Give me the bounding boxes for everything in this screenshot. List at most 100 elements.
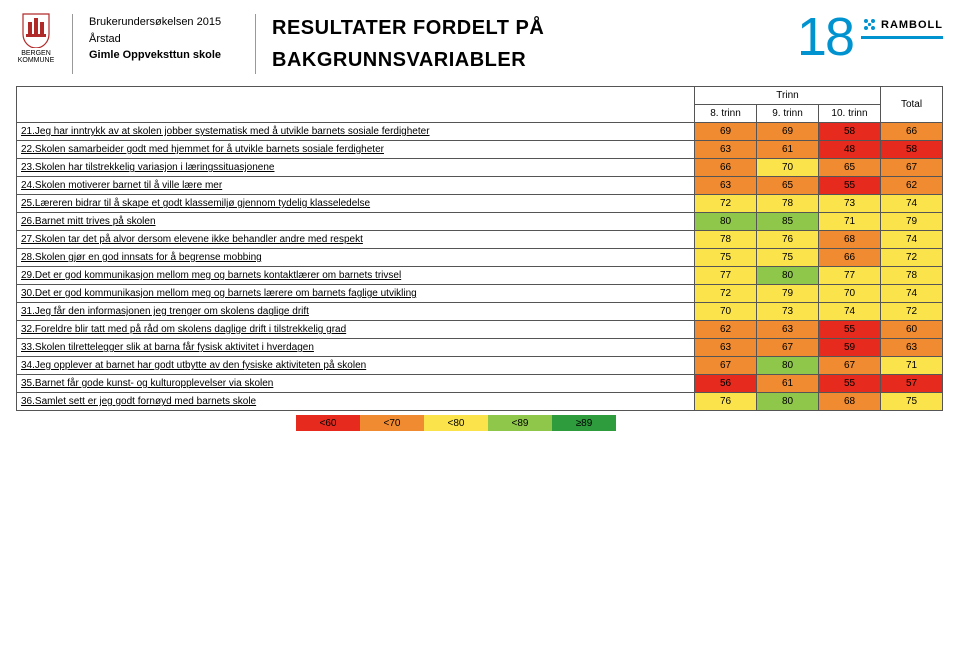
row-label[interactable]: 21.Jeg har inntrykk av at skolen jobber … [17, 123, 695, 141]
cell-value: 74 [881, 195, 943, 213]
cell-value: 80 [695, 213, 757, 231]
cell-value: 75 [881, 393, 943, 411]
table-row: 26.Barnet mitt trives på skolen80857179 [17, 213, 943, 231]
cell-value: 67 [881, 159, 943, 177]
row-label[interactable]: 30.Det er god kommunikasjon mellom meg o… [17, 285, 695, 303]
row-label[interactable]: 28.Skolen gjør en god innsats for å begr… [17, 249, 695, 267]
table-row: 32.Foreldre blir tatt med på råd om skol… [17, 321, 943, 339]
col-total: Total [881, 87, 943, 123]
row-label[interactable]: 33.Skolen tilrettelegger slik at barna f… [17, 339, 695, 357]
cell-value: 80 [757, 357, 819, 375]
municipality-logo: BERGEN KOMMUNE [16, 12, 56, 64]
row-label[interactable]: 32.Foreldre blir tatt med på råd om skol… [17, 321, 695, 339]
table-row: 24.Skolen motiverer barnet til å ville l… [17, 177, 943, 195]
cell-value: 74 [881, 285, 943, 303]
row-label[interactable]: 31.Jeg får den informasjonen jeg trenger… [17, 303, 695, 321]
cell-value: 67 [695, 357, 757, 375]
cell-value: 85 [757, 213, 819, 231]
cell-value: 72 [695, 195, 757, 213]
cell-value: 76 [695, 393, 757, 411]
cell-value: 71 [881, 357, 943, 375]
row-label[interactable]: 26.Barnet mitt trives på skolen [17, 213, 695, 231]
row-label[interactable]: 24.Skolen motiverer barnet til å ville l… [17, 177, 695, 195]
cell-value: 63 [695, 177, 757, 195]
cell-value: 63 [757, 321, 819, 339]
crest-icon [21, 12, 51, 48]
table-row: 21.Jeg har inntrykk av at skolen jobber … [17, 123, 943, 141]
cell-value: 70 [757, 159, 819, 177]
col-empty [17, 87, 695, 123]
page-header: BERGEN KOMMUNE Brukerundersøkelsen 2015 … [16, 12, 943, 76]
cell-value: 78 [881, 267, 943, 285]
cell-value: 59 [819, 339, 881, 357]
cell-value: 58 [881, 141, 943, 159]
table-row: 36.Samlet sett er jeg godt fornøyd med b… [17, 393, 943, 411]
cell-value: 56 [695, 375, 757, 393]
col-8trinn: 8. trinn [695, 105, 757, 123]
cell-value: 78 [757, 195, 819, 213]
table-row: 25.Læreren bidrar til å skape et godt kl… [17, 195, 943, 213]
cell-value: 80 [757, 267, 819, 285]
row-label[interactable]: 36.Samlet sett er jeg godt fornøyd med b… [17, 393, 695, 411]
cell-value: 63 [881, 339, 943, 357]
cell-value: 68 [819, 231, 881, 249]
legend-swatch: <60 [296, 415, 360, 431]
cell-value: 55 [819, 321, 881, 339]
row-label[interactable]: 35.Barnet får gode kunst- og kulturopple… [17, 375, 695, 393]
page-title-block: RESULTATER FORDELT PÅ BAKGRUNNSVARIABLER [272, 12, 544, 76]
cell-value: 77 [819, 267, 881, 285]
brand-logo: RAMBOLL [863, 18, 943, 32]
table-row: 29.Det er god kommunikasjon mellom meg o… [17, 267, 943, 285]
row-label[interactable]: 25.Læreren bidrar til å skape et godt kl… [17, 195, 695, 213]
row-label[interactable]: 29.Det er god kommunikasjon mellom meg o… [17, 267, 695, 285]
cell-value: 72 [695, 285, 757, 303]
row-label[interactable]: 22.Skolen samarbeider godt med hjemmet f… [17, 141, 695, 159]
cell-value: 74 [881, 231, 943, 249]
table-row: 30.Det er god kommunikasjon mellom meg o… [17, 285, 943, 303]
cell-value: 72 [881, 303, 943, 321]
table-row: 35.Barnet får gode kunst- og kulturopple… [17, 375, 943, 393]
page-title-line2: BAKGRUNNSVARIABLER [272, 44, 544, 76]
cell-value: 62 [881, 177, 943, 195]
cell-value: 62 [695, 321, 757, 339]
cell-value: 66 [695, 159, 757, 177]
brand-underline [861, 36, 943, 39]
municipality-name: BERGEN KOMMUNE [16, 50, 56, 64]
cell-value: 57 [881, 375, 943, 393]
group-header: Trinn [695, 87, 881, 105]
cell-value: 71 [819, 213, 881, 231]
cell-value: 55 [819, 177, 881, 195]
cell-value: 67 [819, 357, 881, 375]
legend-swatch: ≥89 [552, 415, 616, 431]
cell-value: 69 [695, 123, 757, 141]
table-row: 28.Skolen gjør en god innsats for å begr… [17, 249, 943, 267]
cell-value: 79 [881, 213, 943, 231]
cell-value: 60 [881, 321, 943, 339]
cell-value: 78 [695, 231, 757, 249]
row-label[interactable]: 34.Jeg opplever at barnet har godt utbyt… [17, 357, 695, 375]
color-legend: <60<70<80<89≥89 [16, 415, 943, 431]
cell-value: 76 [757, 231, 819, 249]
cell-value: 79 [757, 285, 819, 303]
col-10trinn: 10. trinn [819, 105, 881, 123]
cell-value: 69 [757, 123, 819, 141]
brand-name: RAMBOLL [881, 19, 943, 31]
cell-value: 66 [881, 123, 943, 141]
cell-value: 77 [695, 267, 757, 285]
survey-title: Brukerundersøkelsen 2015 [89, 14, 239, 31]
legend-swatch: <80 [424, 415, 488, 431]
table-row: 23.Skolen har tilstrekkelig variasjon i … [17, 159, 943, 177]
cell-value: 63 [695, 339, 757, 357]
legend-swatch: <70 [360, 415, 424, 431]
table-row: 22.Skolen samarbeider godt med hjemmet f… [17, 141, 943, 159]
row-label[interactable]: 27.Skolen tar det på alvor dersom eleven… [17, 231, 695, 249]
cell-value: 74 [819, 303, 881, 321]
row-label[interactable]: 23.Skolen har tilstrekkelig variasjon i … [17, 159, 695, 177]
cell-value: 73 [819, 195, 881, 213]
cell-value: 75 [695, 249, 757, 267]
cell-value: 65 [757, 177, 819, 195]
results-table: Trinn Total 8. trinn 9. trinn 10. trinn … [16, 86, 943, 411]
cell-value: 70 [695, 303, 757, 321]
cell-value: 63 [695, 141, 757, 159]
survey-meta: Brukerundersøkelsen 2015 Årstad Gimle Op… [89, 12, 239, 64]
